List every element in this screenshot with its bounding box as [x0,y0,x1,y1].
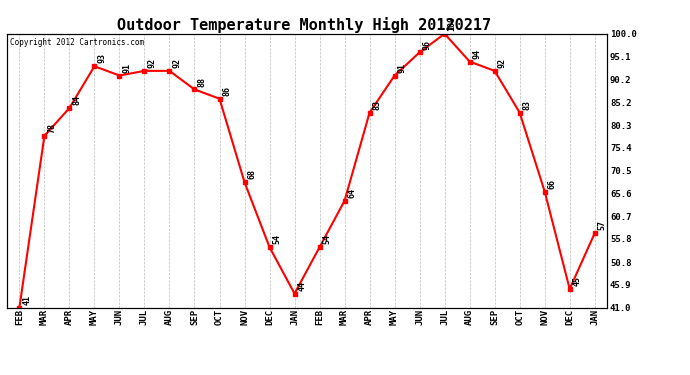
Text: 54: 54 [273,234,282,244]
Text: Copyright 2012 Cartronics.com: Copyright 2012 Cartronics.com [10,38,144,47]
Text: 92: 92 [172,58,181,68]
Text: 45: 45 [573,276,582,286]
Text: 83: 83 [522,100,531,110]
Text: 92: 92 [497,58,506,68]
Text: 44: 44 [297,281,306,291]
Text: 54: 54 [322,234,331,244]
Text: 91: 91 [122,63,131,73]
Text: 88: 88 [197,76,206,87]
Text: 93: 93 [97,54,106,63]
Text: 83: 83 [373,100,382,110]
Text: 57: 57 [598,220,607,231]
Text: 92: 92 [147,58,156,68]
Text: 100: 100 [447,16,456,31]
Text: 68: 68 [247,170,256,180]
Text: 64: 64 [347,188,356,198]
Text: 84: 84 [72,95,81,105]
Text: 94: 94 [473,49,482,59]
Text: 78: 78 [47,123,56,133]
Text: Outdoor Temperature Monthly High 20120217: Outdoor Temperature Monthly High 2012021… [117,17,491,33]
Text: 91: 91 [397,63,406,73]
Text: 41: 41 [22,295,31,305]
Text: 86: 86 [222,86,231,96]
Text: 96: 96 [422,39,431,50]
Text: 66: 66 [547,179,556,189]
